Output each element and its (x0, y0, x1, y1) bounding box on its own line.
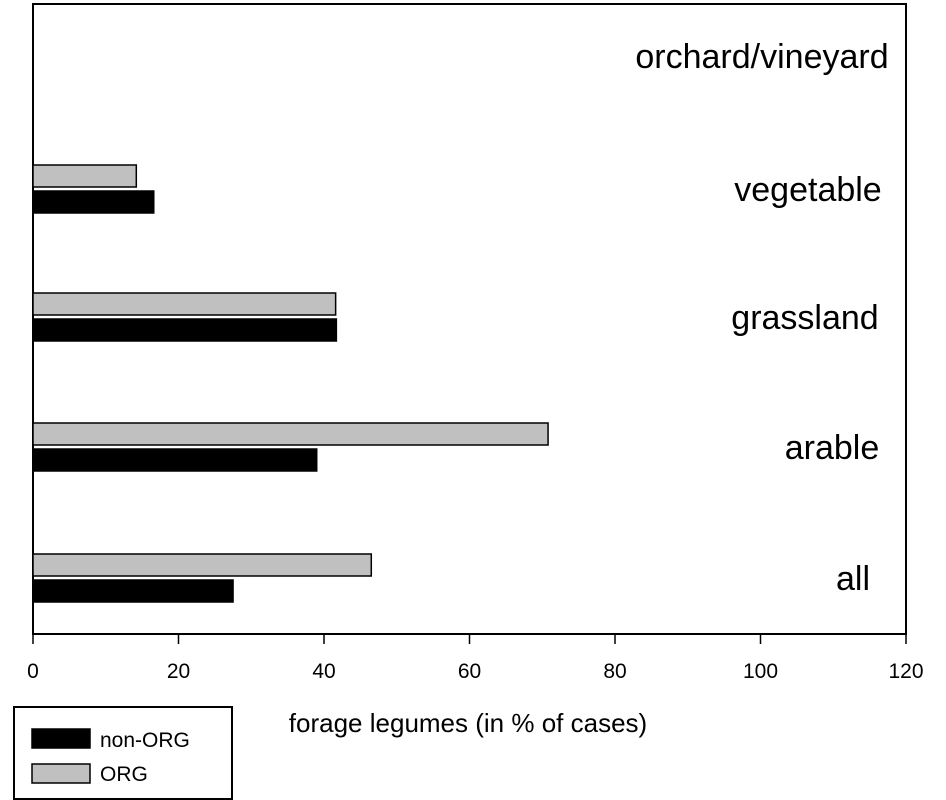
bar-non-org-all (32, 579, 234, 603)
legend-swatch-non-org (31, 728, 91, 749)
category-label-vegetable: vegetable (734, 171, 881, 209)
legend: non-ORG ORG (13, 706, 233, 800)
x-tick-label-120: 120 (888, 660, 923, 683)
legend-label-non-org: non-ORG (100, 729, 190, 752)
x-tick-label-100: 100 (743, 660, 778, 683)
category-label-grassland: grassland (731, 299, 878, 337)
category-label-arable: arable (785, 429, 880, 467)
category-label-all: all (836, 560, 870, 598)
legend-label-org: ORG (100, 763, 148, 786)
x-tick-label-60: 60 (458, 660, 481, 683)
bars (32, 164, 549, 603)
x-axis-title: forage legumes (in % of cases) (289, 708, 647, 738)
bar-org-vegetable (32, 164, 138, 188)
bar-org-all (32, 553, 373, 577)
category-label-orchard-vineyard: orchard/vineyard (635, 38, 888, 76)
bar-org-arable (32, 422, 549, 446)
x-tick-label-20: 20 (167, 660, 190, 683)
bar-non-org-arable (32, 448, 318, 472)
x-tick-label-40: 40 (312, 660, 335, 683)
bar-org-grassland (32, 292, 337, 316)
bar-non-org-vegetable (32, 190, 155, 214)
legend-swatch-org (31, 763, 91, 784)
bar-non-org-grassland (32, 318, 338, 342)
x-tick-label-80: 80 (603, 660, 626, 683)
x-axis: 0 20 40 60 80 100 120 (27, 634, 924, 683)
x-tick-label-0: 0 (27, 660, 39, 683)
category-labels: all arable grassland vegetable orchard/viney… (635, 38, 888, 598)
